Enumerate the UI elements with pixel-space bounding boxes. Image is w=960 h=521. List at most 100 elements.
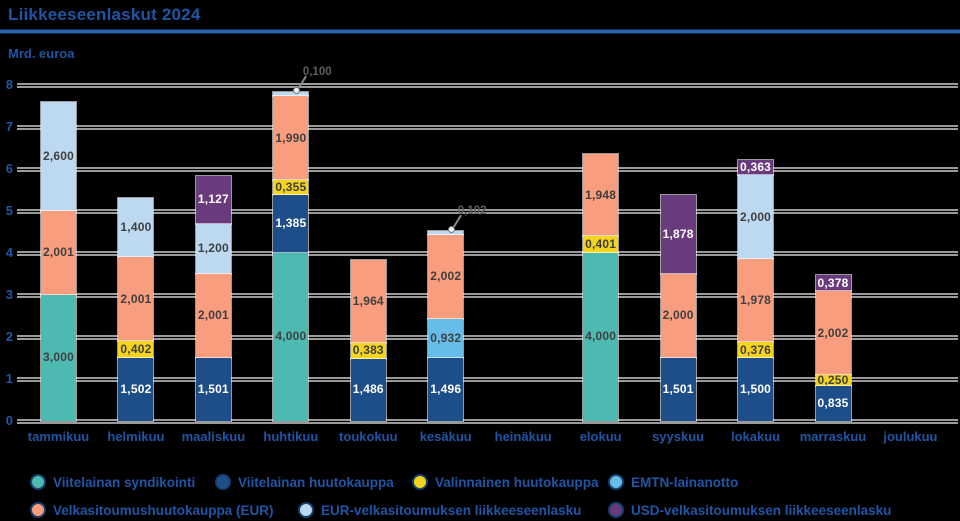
bar-segment: 0,932	[428, 319, 464, 359]
bar-value-label: 2,001	[42, 245, 75, 260]
bar-segment: 3,000	[41, 294, 76, 421]
x-axis-label: maaliskuu	[181, 429, 246, 444]
bar-segment: 0,363	[738, 159, 774, 176]
bar-value-label: 0,355	[275, 179, 307, 194]
bar-value-label: 4,000	[275, 329, 307, 344]
bar-value-label: 0,378	[817, 275, 849, 290]
bar-segment: 0,835	[815, 385, 851, 421]
bar-value-label: 1,978	[740, 293, 772, 308]
y-tick-label: 2	[5, 329, 13, 344]
bar: 1,501 2,001 1,200 1,127	[195, 176, 231, 421]
bar: 0,835 0,250 2,002 0,378	[815, 275, 851, 421]
plot-area: 0 1 2 3 4 5 6 7 8 3,000 2,001 2,600 tammikuu 1,502 0,4…	[5, 66, 958, 444]
legend-label: EMTN-lainanotto	[631, 474, 739, 490]
bar-value-label: 1,964	[352, 293, 384, 308]
bar-value-label: 0,250	[817, 373, 849, 388]
bar-segment: 1,978	[738, 259, 774, 343]
legend-marker-usd_tbill_issue_purple	[608, 502, 624, 518]
x-axis-label: toukokuu	[339, 429, 398, 444]
legend-marker-emtn_light_blue	[608, 474, 624, 490]
bar-segment: 1,502	[118, 357, 154, 421]
legend-item: Valinnainen huutokauppa	[412, 474, 599, 490]
bar-value-label: 0,376	[740, 342, 772, 357]
bar-segment: 4,000	[273, 252, 309, 421]
bar-segment: 1,990	[273, 96, 309, 180]
bar-value-label: 3,000	[42, 350, 75, 365]
bar: 1,486 0,383 1,964	[350, 260, 386, 421]
bar-segment: 1,878	[660, 195, 696, 274]
bar-value-label: 1,127	[197, 192, 229, 207]
bar-segment: 1,486	[350, 358, 386, 421]
x-axis-label: tammikuu	[27, 429, 90, 444]
bar-value-label: 0,363	[740, 160, 772, 175]
bar: 4,000 1,385 0,355 1,990	[273, 92, 309, 421]
bar-segment: 2,002	[815, 291, 851, 376]
bar-value-label: 0,401	[585, 237, 617, 252]
bar-value-label: 1,496	[430, 382, 462, 397]
bar-value-label: 1,502	[120, 381, 152, 396]
legend-marker-optional_auction_yellow	[412, 474, 428, 490]
bar-segment: 0,376	[738, 342, 774, 358]
y-tick-label: 6	[5, 161, 13, 176]
bar-segment: 2,000	[660, 273, 696, 358]
x-axis-label: helmikuu	[107, 429, 165, 444]
bar-value-label: 2,001	[197, 308, 229, 323]
x-axis-label: kesäkuu	[419, 429, 472, 444]
grid-line	[17, 292, 958, 298]
bar-segment: 2,001	[41, 210, 76, 295]
bar-value-label: 0,932	[430, 331, 462, 346]
legend-label: Velkasitoumushuutokauppa (EUR)	[53, 502, 274, 518]
bar-value-label: 1,948	[585, 187, 617, 202]
legend-marker-tbill_eur_salmon	[30, 502, 46, 518]
legend-item: USD-velkasitoumuksen liikkeeseenlasku	[608, 502, 891, 518]
bar-segment	[273, 92, 309, 97]
bar-value-label: 1,486	[352, 382, 384, 397]
bar-segment: 1,500	[738, 357, 774, 421]
bar-segment: 1,385	[273, 194, 309, 253]
y-tick-label: 5	[5, 203, 13, 218]
legend-item: EMTN-lainanotto	[608, 474, 738, 490]
bar-segment: 1,501	[195, 357, 231, 421]
x-axis-label: marraskuu	[799, 429, 867, 444]
bar-segment: 1,400	[118, 198, 154, 257]
bar-value-label: 1,878	[662, 227, 694, 242]
bar-segment: 2,001	[195, 273, 231, 358]
grid-line	[17, 124, 958, 130]
y-tick-label: 0	[5, 413, 13, 428]
grid-line	[17, 166, 958, 172]
bar-value-label: 1,500	[740, 381, 772, 396]
bar-segment: 0,355	[273, 179, 309, 195]
legend-label: EUR-velkasitoumuksen liikkeeseenlasku	[321, 502, 582, 518]
y-tick-label: 7	[5, 119, 13, 134]
bar-value-label: 1,501	[662, 381, 694, 396]
x-axis-label: elokuu	[579, 429, 622, 444]
bar-value-label: 1,400	[120, 220, 152, 235]
bar-segment: 0,402	[118, 341, 154, 358]
y-tick-label: 1	[5, 371, 13, 386]
legend-marker-auction_dark_blue	[215, 474, 231, 490]
x-axis-label: heinäkuu	[494, 429, 552, 444]
legend-item: EUR-velkasitoumuksen liikkeeseenlasku	[298, 502, 581, 518]
bar-value-label: 2,002	[817, 325, 849, 340]
bar: 1,500 0,376 1,978 2,000 0,363	[738, 159, 774, 421]
x-axis-label: syyskuu	[652, 429, 705, 444]
grid-line	[17, 82, 958, 88]
bar-value-label: 1,990	[275, 130, 307, 145]
bar-segment: 1,496	[428, 358, 464, 421]
bar-value-label: 0,835	[817, 395, 849, 410]
legend-item: Viitelainan huutokauppa	[215, 474, 394, 490]
grid-line	[17, 250, 958, 256]
bar-segment: 1,501	[660, 357, 696, 421]
bar-segment: 1,948	[583, 154, 619, 237]
legend: Viitelainan syndikointi Viitelainan huuto…	[0, 468, 960, 521]
bar-value-label: 1,501	[197, 381, 229, 396]
bar-value-label: 2,000	[740, 209, 772, 224]
bar-segment	[428, 230, 464, 235]
bar-segment: 4,000	[583, 252, 619, 421]
y-tick-label: 3	[5, 287, 13, 302]
x-axis-label: huhtikuu	[263, 429, 319, 444]
bar-segment: 2,600	[41, 101, 76, 211]
bar-segment: 0,401	[583, 236, 619, 253]
callout-dot	[292, 87, 300, 95]
grid-line	[17, 376, 958, 382]
